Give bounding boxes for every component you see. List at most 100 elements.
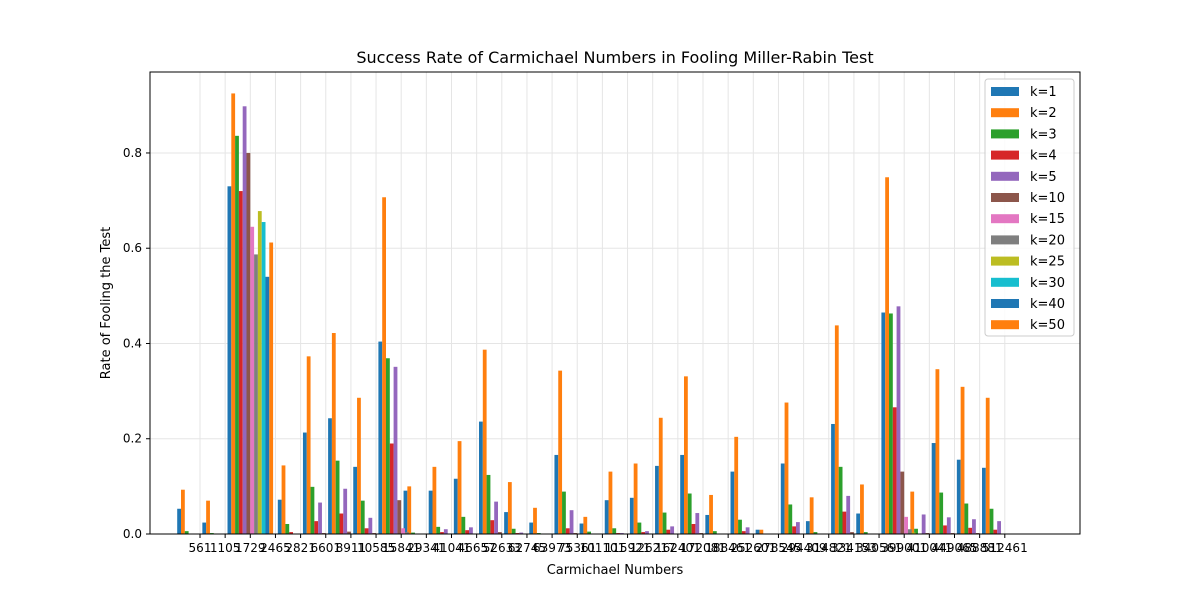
bar xyxy=(846,495,851,534)
bar xyxy=(401,528,405,534)
x-tick-label: 512461 xyxy=(982,541,1028,555)
bar xyxy=(378,341,383,534)
bar xyxy=(235,135,239,534)
legend-swatch xyxy=(991,108,1019,118)
bar xyxy=(257,211,262,534)
bar xyxy=(310,486,315,534)
x-tick-label: 399001 xyxy=(881,541,927,555)
bar xyxy=(910,491,915,534)
bar xyxy=(533,507,537,534)
bar xyxy=(658,417,663,534)
bar xyxy=(498,532,502,534)
x-tick-label: 561 xyxy=(189,541,212,555)
bar xyxy=(968,527,973,534)
bar xyxy=(269,242,274,534)
bar xyxy=(403,490,408,534)
bar xyxy=(254,254,258,534)
bar xyxy=(896,306,901,534)
bar xyxy=(331,333,336,534)
bar xyxy=(863,532,868,534)
bar xyxy=(633,463,638,534)
bar xyxy=(604,500,609,534)
x-tick-label: 488881 xyxy=(957,541,1003,555)
bar xyxy=(227,186,232,535)
bar xyxy=(655,465,659,534)
bar xyxy=(579,523,584,534)
bar xyxy=(302,432,307,534)
legend-swatch xyxy=(991,214,1019,224)
bar xyxy=(461,516,466,534)
bar xyxy=(504,512,508,534)
chart-title: Success Rate of Carmichael Numbers in Fo… xyxy=(356,48,873,67)
x-tick-label: 6601 xyxy=(310,541,341,555)
bar xyxy=(357,397,361,534)
y-axis: 0.0 0.2 0.4 0.6 0.8 xyxy=(123,146,150,541)
bar xyxy=(629,497,634,534)
x-tick-label: 62745 xyxy=(508,541,546,555)
bar xyxy=(231,93,236,535)
legend-label: k=15 xyxy=(1030,212,1065,227)
legend-label: k=2 xyxy=(1030,106,1057,121)
legend-box xyxy=(984,78,1075,337)
bar xyxy=(368,517,373,534)
legend-swatch xyxy=(991,150,1019,160)
bar xyxy=(745,527,750,534)
bar xyxy=(490,520,495,534)
bar xyxy=(242,106,247,534)
legend-swatch xyxy=(991,193,1019,202)
legend-label: k=10 xyxy=(1030,191,1065,206)
bar xyxy=(680,454,684,534)
bar xyxy=(397,500,402,534)
bar xyxy=(788,504,793,534)
bar xyxy=(261,222,266,534)
bar xyxy=(306,356,311,534)
bar xyxy=(734,436,739,534)
legend-label: k=25 xyxy=(1030,255,1065,270)
x-tick-label: 2821 xyxy=(285,541,316,555)
bar xyxy=(684,376,688,534)
bar xyxy=(989,508,994,534)
legend-label: k=5 xyxy=(1030,170,1057,185)
bar xyxy=(904,516,908,534)
bar xyxy=(842,511,847,534)
bar xyxy=(939,492,944,534)
legend-swatch xyxy=(991,256,1019,266)
bar xyxy=(440,532,444,534)
bar xyxy=(687,493,692,534)
x-tick-label: 334153 xyxy=(831,541,877,555)
y-tick-label: 0.8 xyxy=(123,146,142,160)
bar xyxy=(457,441,462,534)
bar xyxy=(554,454,559,534)
bar xyxy=(931,443,936,534)
legend-label: k=50 xyxy=(1030,318,1065,333)
bar xyxy=(335,460,340,534)
bar xyxy=(997,521,1001,534)
bar xyxy=(695,513,700,534)
bar xyxy=(281,465,286,534)
x-tick-label: 63973 xyxy=(533,541,571,555)
x-tick-label: 10585 xyxy=(357,541,395,555)
bar xyxy=(360,500,365,534)
legend-label: k=4 xyxy=(1030,149,1057,164)
bar xyxy=(318,502,322,534)
bar xyxy=(935,369,940,534)
legend-label: k=3 xyxy=(1030,127,1057,142)
x-tick-label: 52633 xyxy=(483,541,521,555)
bar xyxy=(943,525,947,534)
x-tick-label: 314821 xyxy=(806,541,852,555)
x-tick-label: 294409 xyxy=(781,541,827,555)
x-axis: 5611105172924652821660189111058515841293… xyxy=(189,534,1028,555)
x-tick-label: 449065 xyxy=(932,541,978,555)
bar xyxy=(479,421,483,534)
bar xyxy=(238,191,243,535)
x-tick-label: 410041 xyxy=(906,541,952,555)
x-tick-label: 162401 xyxy=(655,541,701,555)
bar xyxy=(805,521,810,534)
legend-swatch xyxy=(991,277,1019,287)
bar xyxy=(202,522,207,534)
x-tick-label: 278545 xyxy=(756,541,802,555)
bar xyxy=(314,521,319,534)
bar xyxy=(507,482,512,534)
bar xyxy=(911,532,916,534)
